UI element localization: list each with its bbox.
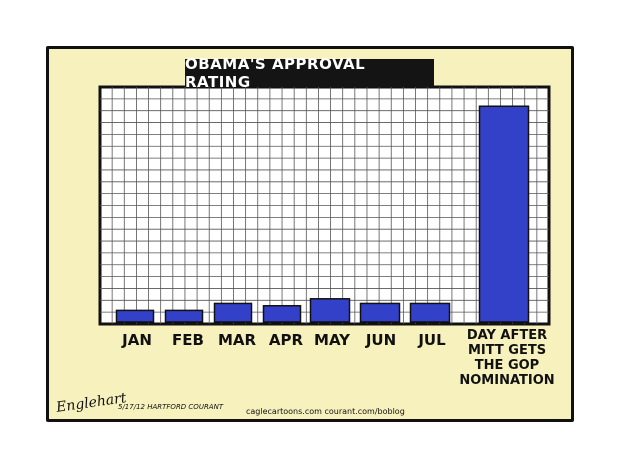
bar-feb	[164, 309, 204, 323]
grid-lines	[100, 87, 549, 324]
bar-jun	[359, 302, 401, 323]
tick-label-feb: FEB	[172, 331, 204, 349]
tick-label-day-after-nomination: DAY AFTER MITT GETS THE GOP NOMINATION	[452, 328, 562, 388]
tick-label-may: MAY	[314, 331, 350, 349]
tick-label-jun: JUN	[365, 331, 397, 349]
bar-mar	[213, 302, 253, 323]
tick-label-line: MITT GETS	[467, 343, 547, 358]
bar-jul	[409, 302, 451, 323]
tick-label-line: THE GOP	[474, 358, 540, 373]
bar-day-after-nomination	[478, 105, 530, 323]
tick-label-line: NOMINATION	[459, 373, 555, 388]
tick-label-mar: MAR	[217, 331, 257, 349]
bar-apr	[262, 305, 302, 323]
tick-label-line: DAY AFTER	[466, 328, 548, 343]
bar-jan	[115, 309, 155, 323]
tick-label-jul: JUL	[418, 331, 446, 349]
tick-label-apr: APR	[268, 331, 304, 349]
tick-label-jan: JAN	[122, 331, 152, 349]
bar-may	[309, 298, 351, 323]
chart-title: OBAMA'S APPROVAL RATING	[185, 55, 434, 91]
credit-line: caglecartoons.com courant.com/boblog	[246, 407, 405, 416]
bars	[115, 105, 530, 323]
signature-date: 5/17/12 HARTFORD COURANT	[118, 403, 224, 411]
